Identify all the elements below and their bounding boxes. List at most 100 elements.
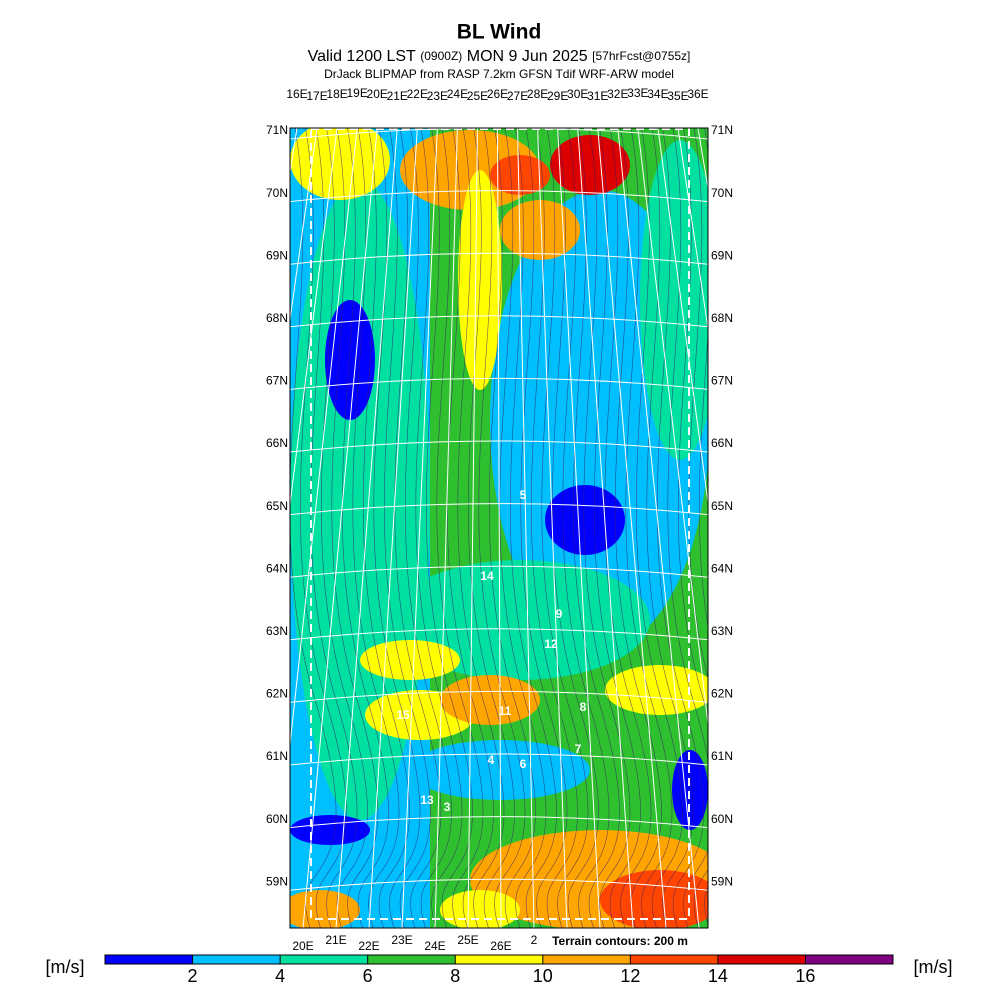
streamline — [677, 128, 708, 928]
field-value-label: 12 — [544, 637, 558, 651]
wind-field — [290, 128, 708, 928]
left-latitude-label: 66N — [266, 436, 288, 450]
streamline — [604, 128, 652, 928]
color-bar-tick-label: 6 — [363, 966, 373, 986]
streamline — [331, 128, 379, 928]
map-frame — [289, 127, 709, 929]
right-latitude-label: 66N — [711, 436, 733, 450]
meridian — [577, 128, 634, 928]
streamline — [478, 128, 526, 928]
left-latitude-label: 68N — [266, 311, 288, 325]
left-latitude-label: 69N — [266, 248, 288, 262]
meridian — [335, 128, 398, 928]
top-longitude-label: 35E — [667, 89, 688, 103]
color-bar-tick-label: 8 — [450, 966, 460, 986]
color-bar-segment — [105, 955, 193, 964]
unit-right: [m/s] — [914, 957, 953, 977]
meridian — [290, 128, 338, 509]
right-latitude-label: 69N — [711, 248, 733, 262]
meridian — [637, 128, 708, 729]
streamline — [646, 128, 694, 928]
meridian — [677, 128, 708, 332]
right-latitude-label: 62N — [711, 687, 733, 701]
bottom-longitude-label: 21E — [325, 933, 346, 947]
meridian — [617, 128, 700, 928]
streamline — [562, 128, 610, 928]
color-bar: 2 4 6 8 10 12 14 16 — [104, 954, 894, 986]
streamline — [310, 128, 358, 928]
right-latitude-label: 67N — [711, 374, 733, 388]
bottom-longitude-label: 20E — [292, 939, 313, 953]
left-latitude-label: 64N — [266, 561, 288, 575]
meridian — [657, 128, 708, 506]
left-latitude-label: 61N — [266, 749, 288, 763]
top-longitude-label: 36E — [687, 87, 708, 101]
field-patch — [325, 300, 375, 420]
top-longitude-label: 27E — [507, 89, 528, 103]
streamline — [572, 128, 620, 928]
color-bar-tick-label: 16 — [795, 966, 815, 986]
valid-date: MON 9 Jun 2025 — [467, 48, 588, 65]
field-value-label: 8 — [580, 700, 587, 714]
color-bar-segment — [542, 955, 631, 964]
meridian — [557, 128, 601, 928]
meridian — [497, 128, 502, 928]
map-labels: 16E17E18E19E20E21E22E23E24E25E26E27E28E2… — [266, 86, 733, 953]
top-longitude-label: 33E — [627, 86, 648, 100]
color-bar-segment — [630, 955, 718, 964]
bottom-longitude-label: 26E — [490, 939, 511, 953]
streamline — [551, 128, 599, 928]
parallel — [290, 878, 708, 891]
bottom-longitude-label: 25E — [457, 933, 478, 947]
streamline — [299, 128, 347, 928]
left-latitude-label: 59N — [266, 874, 288, 888]
field-patch — [290, 815, 370, 845]
meridian — [290, 128, 358, 750]
top-longitude-label: 24E — [447, 87, 468, 101]
top-longitude-label: 29E — [547, 89, 568, 103]
top-longitude-label: 25E — [467, 89, 488, 103]
right-latitude-label: 70N — [711, 186, 733, 200]
right-latitude-label: 71N — [711, 123, 733, 137]
streamline — [593, 128, 641, 928]
streamline — [583, 128, 631, 928]
left-latitude-label: 65N — [266, 499, 288, 513]
top-longitude-label: 20E — [367, 87, 388, 101]
forecast-info: [57hrFcst@0755z] — [592, 49, 690, 63]
color-bar-frame — [104, 954, 894, 965]
streamline — [488, 128, 536, 928]
meridian — [537, 128, 568, 928]
top-longitude-label: 28E — [527, 87, 548, 101]
streamline — [320, 128, 368, 928]
meridian — [302, 128, 378, 928]
field-value-label: 7 — [575, 742, 582, 756]
top-longitude-label: 19E — [346, 86, 367, 100]
parallel — [290, 690, 708, 703]
field-value-label: 4 — [488, 753, 495, 767]
streamline — [383, 128, 431, 928]
color-bar-segment — [805, 955, 893, 964]
streamline — [656, 128, 704, 928]
parallel — [290, 816, 708, 829]
right-latitude-label: 68N — [711, 311, 733, 325]
left-latitude-label: 70N — [266, 186, 288, 200]
color-bar-tick-label: 14 — [708, 966, 728, 986]
bottom-longitude-label: 24E — [424, 939, 445, 953]
left-latitude-label: 62N — [266, 687, 288, 701]
top-longitude-label: 17E — [306, 89, 327, 103]
field-value-label: 3 — [444, 800, 451, 814]
parallel — [290, 252, 708, 265]
field-patch — [545, 485, 625, 555]
field-value-label: 14 — [480, 569, 494, 583]
graticule — [290, 128, 708, 928]
top-longitude-label: 34E — [647, 87, 668, 101]
field-patch — [550, 135, 630, 195]
right-latitude-label: 63N — [711, 624, 733, 638]
bottom-longitude-label: 2 — [531, 933, 538, 947]
color-bar-segment — [717, 955, 806, 964]
left-latitude-label: 71N — [266, 123, 288, 137]
streamline — [625, 128, 673, 928]
meridian — [517, 128, 535, 928]
top-longitude-label: 21E — [387, 89, 408, 103]
meridian — [434, 128, 458, 928]
